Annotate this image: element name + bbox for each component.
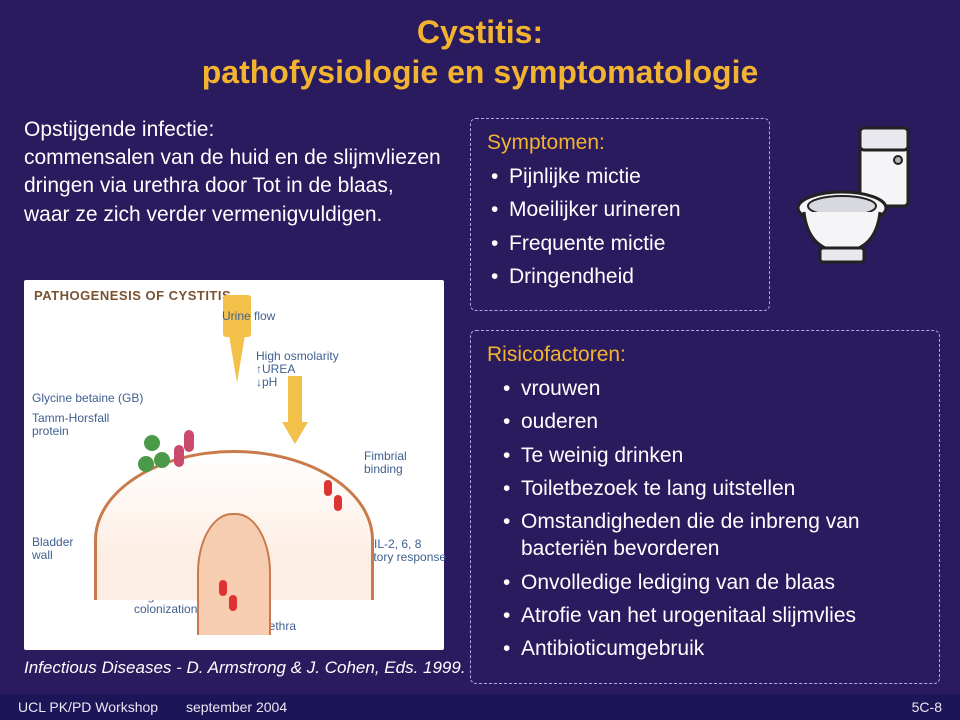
list-item: Frequente mictie — [487, 230, 753, 257]
bacteria-icon — [334, 495, 342, 511]
risk-list: vrouwen ouderen Te weinig drinken Toilet… — [487, 375, 923, 663]
footer-right: 5C-8 — [912, 699, 942, 715]
symptoms-list: Pijnlijke mictie Moeilijker urineren Fre… — [487, 163, 753, 290]
list-item: Moeilijker urineren — [487, 196, 753, 223]
iga-blob-icon — [174, 445, 184, 467]
iga-blob-icon — [184, 430, 194, 452]
footer-left: UCL PK/PD Workshop september 2004 — [18, 699, 287, 715]
title-line-1: Cystitis: — [40, 12, 920, 52]
footer-left-text: UCL PK/PD Workshop — [18, 699, 158, 715]
list-item: Omstandigheden die de inbreng van bacter… — [487, 508, 923, 563]
intro-body: commensalen van de huid en de slijmvliez… — [24, 144, 444, 229]
list-item: Pijnlijke mictie — [487, 163, 753, 190]
slide-footer: UCL PK/PD Workshop september 2004 5C-8 — [0, 694, 960, 720]
gb-blob-icon — [138, 456, 154, 472]
citation: Infectious Diseases - D. Armstrong & J. … — [24, 658, 466, 678]
symptoms-box: Symptomen: Pijnlijke mictie Moeilijker u… — [470, 118, 770, 311]
pathogenesis-diagram: PATHOGENESIS OF CYSTITIS Urine flow Glyc… — [24, 280, 444, 650]
intro-block: Opstijgende infectie: commensalen van de… — [24, 118, 444, 229]
label-osmolarity: High osmolarity ↑UREA ↓pH — [256, 350, 339, 390]
list-item: Toiletbezoek te lang uitstellen — [487, 475, 923, 502]
label-thp: Tamm-Horsfall protein — [32, 412, 109, 438]
list-item: Dringendheid — [487, 263, 753, 290]
bacteria-icon — [219, 580, 227, 596]
title-line-2: pathofysiologie en symptomatologie — [40, 52, 920, 92]
gb-blob-icon — [144, 435, 160, 451]
risk-heading: Risicofactoren: — [487, 343, 923, 367]
list-item: Atrofie van het urogenitaal slijmvlies — [487, 602, 923, 629]
gb-blob-icon — [154, 452, 170, 468]
list-item: Antibioticumgebruik — [487, 635, 923, 662]
bacteria-icon — [229, 595, 237, 611]
bladder-shape-icon — [94, 450, 374, 600]
symptoms-heading: Symptomen: — [487, 131, 753, 155]
list-item: ouderen — [487, 408, 923, 435]
footer-center-text: september 2004 — [186, 699, 287, 715]
intro-heading: Opstijgende infectie: — [24, 118, 444, 142]
label-fimbrial: Fimbrial binding — [364, 450, 407, 476]
label-glycine: Glycine betaine (GB) — [32, 392, 143, 405]
bacteria-icon — [324, 480, 332, 496]
slide-title: Cystitis: pathofysiologie en symptomatol… — [0, 0, 960, 100]
risk-box: Risicofactoren: vrouwen ouderen Te weini… — [470, 330, 940, 684]
urine-flow-arrow-icon — [229, 335, 245, 383]
label-bladder-wall: Bladder wall — [32, 536, 73, 562]
list-item: vrouwen — [487, 375, 923, 402]
list-item: Te weinig drinken — [487, 442, 923, 469]
list-item: Onvolledige lediging van de blaas — [487, 569, 923, 596]
toilet-icon — [790, 120, 925, 270]
label-urine-flow: Urine flow — [222, 310, 275, 323]
